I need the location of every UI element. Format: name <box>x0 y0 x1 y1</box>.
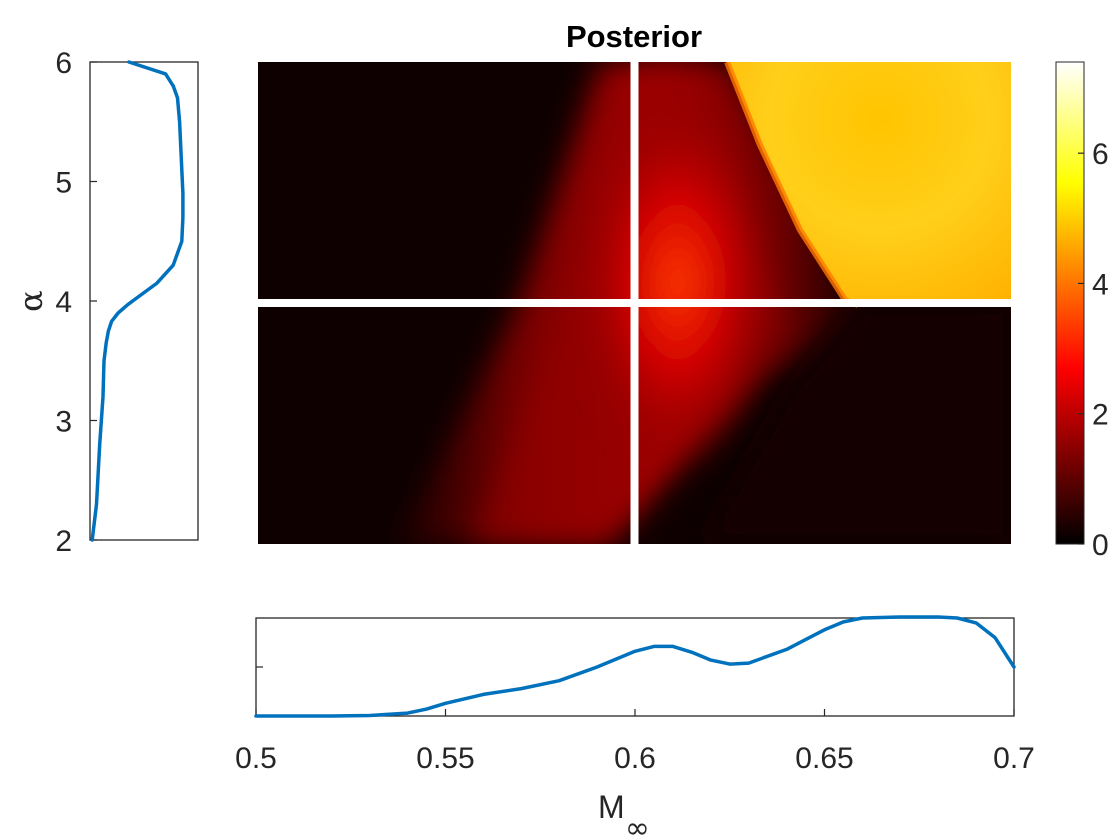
mach-tick-label: 0.6 <box>614 742 656 775</box>
alpha-tick-label: 3 <box>55 406 72 439</box>
chart-title: Posterior <box>566 19 702 54</box>
mach-tick-label: 0.65 <box>795 742 853 775</box>
colorbar: 0 2 4 6 <box>1055 61 1109 562</box>
colorbar-tick-label: 2 <box>1092 399 1109 432</box>
alpha-tick-label: 5 <box>55 167 72 200</box>
alpha-tick-label: 6 <box>55 47 72 80</box>
heatmap-high-region <box>727 62 1011 305</box>
posterior-heatmap <box>258 62 1011 544</box>
mach-marginal-axes: 0.5 0.55 0.6 0.65 0.7 M ∞ <box>235 615 1035 840</box>
alpha-marginal-axes: 2 3 4 5 6 α <box>12 47 199 558</box>
alpha-tick-label: 4 <box>55 286 72 319</box>
mach-axis-label-subscript: ∞ <box>625 811 650 840</box>
mach-axis-label-main: M <box>598 789 625 825</box>
colorbar-tick-label: 6 <box>1092 138 1109 171</box>
colorbar-tick-label: 0 <box>1092 529 1109 562</box>
mach-marginal-curve <box>254 615 1016 718</box>
mach-tick-label: 0.7 <box>993 742 1035 775</box>
alpha-axis-label: α <box>12 290 50 312</box>
colorbar-gradient <box>1055 61 1085 545</box>
heatmap-ridge-peak <box>568 92 788 472</box>
mach-tick-label: 0.5 <box>235 742 277 775</box>
mach-marginal-frame <box>255 617 1015 717</box>
alpha-tick-label: 2 <box>55 525 72 558</box>
colorbar-tick-label: 4 <box>1092 268 1109 301</box>
alpha-marginal-curve <box>90 60 185 542</box>
heatmap-lower-right-dark <box>700 305 1011 544</box>
mach-tick-label: 0.55 <box>416 742 474 775</box>
